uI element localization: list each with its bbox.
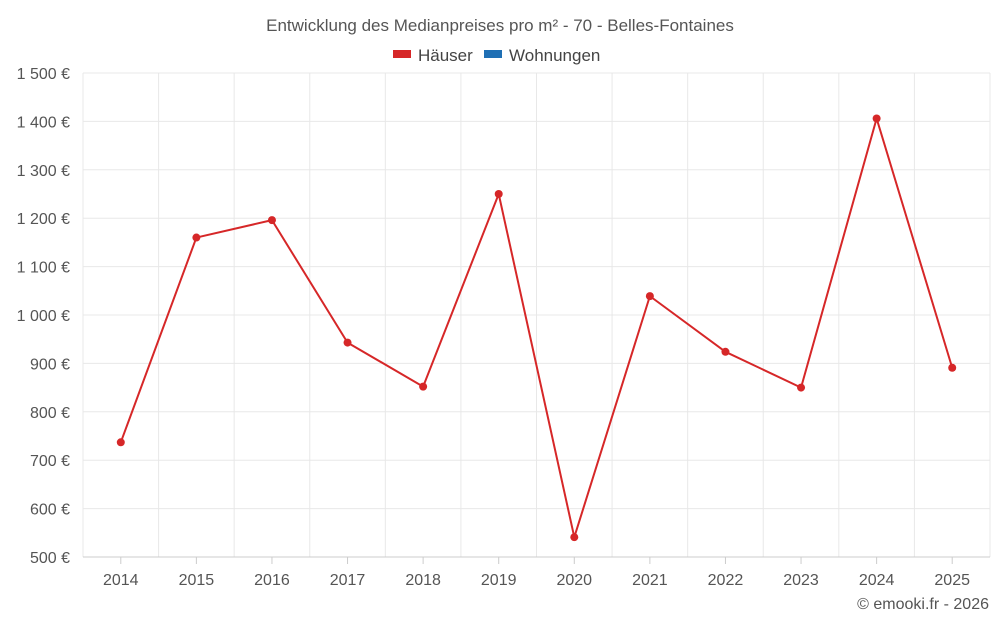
chart-title: Entwicklung des Medianpreises pro m² - 7… (266, 16, 734, 35)
y-tick-label: 600 € (30, 502, 70, 519)
data-point-hauser[interactable] (116, 438, 125, 447)
y-tick-label: 1 100 € (17, 260, 70, 277)
data-point-hauser[interactable] (797, 383, 806, 392)
data-point-hauser[interactable] (343, 338, 352, 347)
x-axis: 2014 2015 2016 2017 2018 2019 2020 2021 2022 2023… (83, 556, 990, 589)
series-hauser (116, 114, 957, 542)
data-point-hauser[interactable] (419, 382, 428, 391)
data-point-hauser[interactable] (645, 292, 654, 301)
data-point-hauser[interactable] (570, 533, 579, 542)
y-tick-label: 900 € (30, 356, 70, 373)
legend: Häuser Wohnungen (393, 46, 600, 65)
series-line-hauser (119, 117, 954, 539)
x-tick-label: 2024 (859, 572, 895, 589)
y-tick-label: 1 000 € (17, 308, 70, 325)
x-tick-label: 2015 (179, 572, 215, 589)
x-tick-label: 2025 (934, 572, 970, 589)
y-tick-label: 700 € (30, 453, 70, 470)
data-point-hauser[interactable] (948, 363, 957, 372)
data-point-hauser[interactable] (872, 114, 881, 123)
gridlines (82, 72, 991, 558)
x-tick-label: 2018 (405, 572, 441, 589)
data-point-hauser[interactable] (267, 216, 276, 225)
y-tick-label: 800 € (30, 405, 70, 422)
x-tick-label: 2022 (708, 572, 744, 589)
y-tick-label: 1 300 € (17, 163, 70, 180)
x-tick-label: 2014 (103, 572, 139, 589)
x-tick-label: 2021 (632, 572, 668, 589)
legend-label-hauser: Häuser (418, 46, 473, 65)
credit-text: © emooki.fr - 2026 (857, 596, 989, 613)
legend-label-wohnungen: Wohnungen (509, 46, 600, 65)
legend-item-hauser[interactable]: Häuser (393, 46, 473, 65)
y-axis: 500 € 600 € 700 € 800 € 900 € 1 000 € 1 100 € 1… (17, 66, 70, 567)
legend-item-wohnungen[interactable]: Wohnungen (484, 46, 600, 65)
x-tick-label: 2020 (556, 572, 592, 589)
legend-swatch-hauser (393, 50, 411, 58)
x-tick-label: 2017 (330, 572, 366, 589)
y-tick-label: 1 200 € (17, 211, 70, 228)
y-tick-label: 500 € (30, 550, 70, 567)
x-tick-label: 2016 (254, 572, 290, 589)
data-point-hauser[interactable] (192, 233, 201, 242)
legend-swatch-wohnungen (484, 50, 502, 58)
y-tick-label: 1 400 € (17, 114, 70, 131)
x-tick-label: 2019 (481, 572, 517, 589)
data-point-hauser[interactable] (721, 347, 730, 356)
data-point-hauser[interactable] (494, 190, 503, 198)
y-tick-label: 1 500 € (17, 66, 70, 83)
x-tick-label: 2023 (783, 572, 819, 589)
